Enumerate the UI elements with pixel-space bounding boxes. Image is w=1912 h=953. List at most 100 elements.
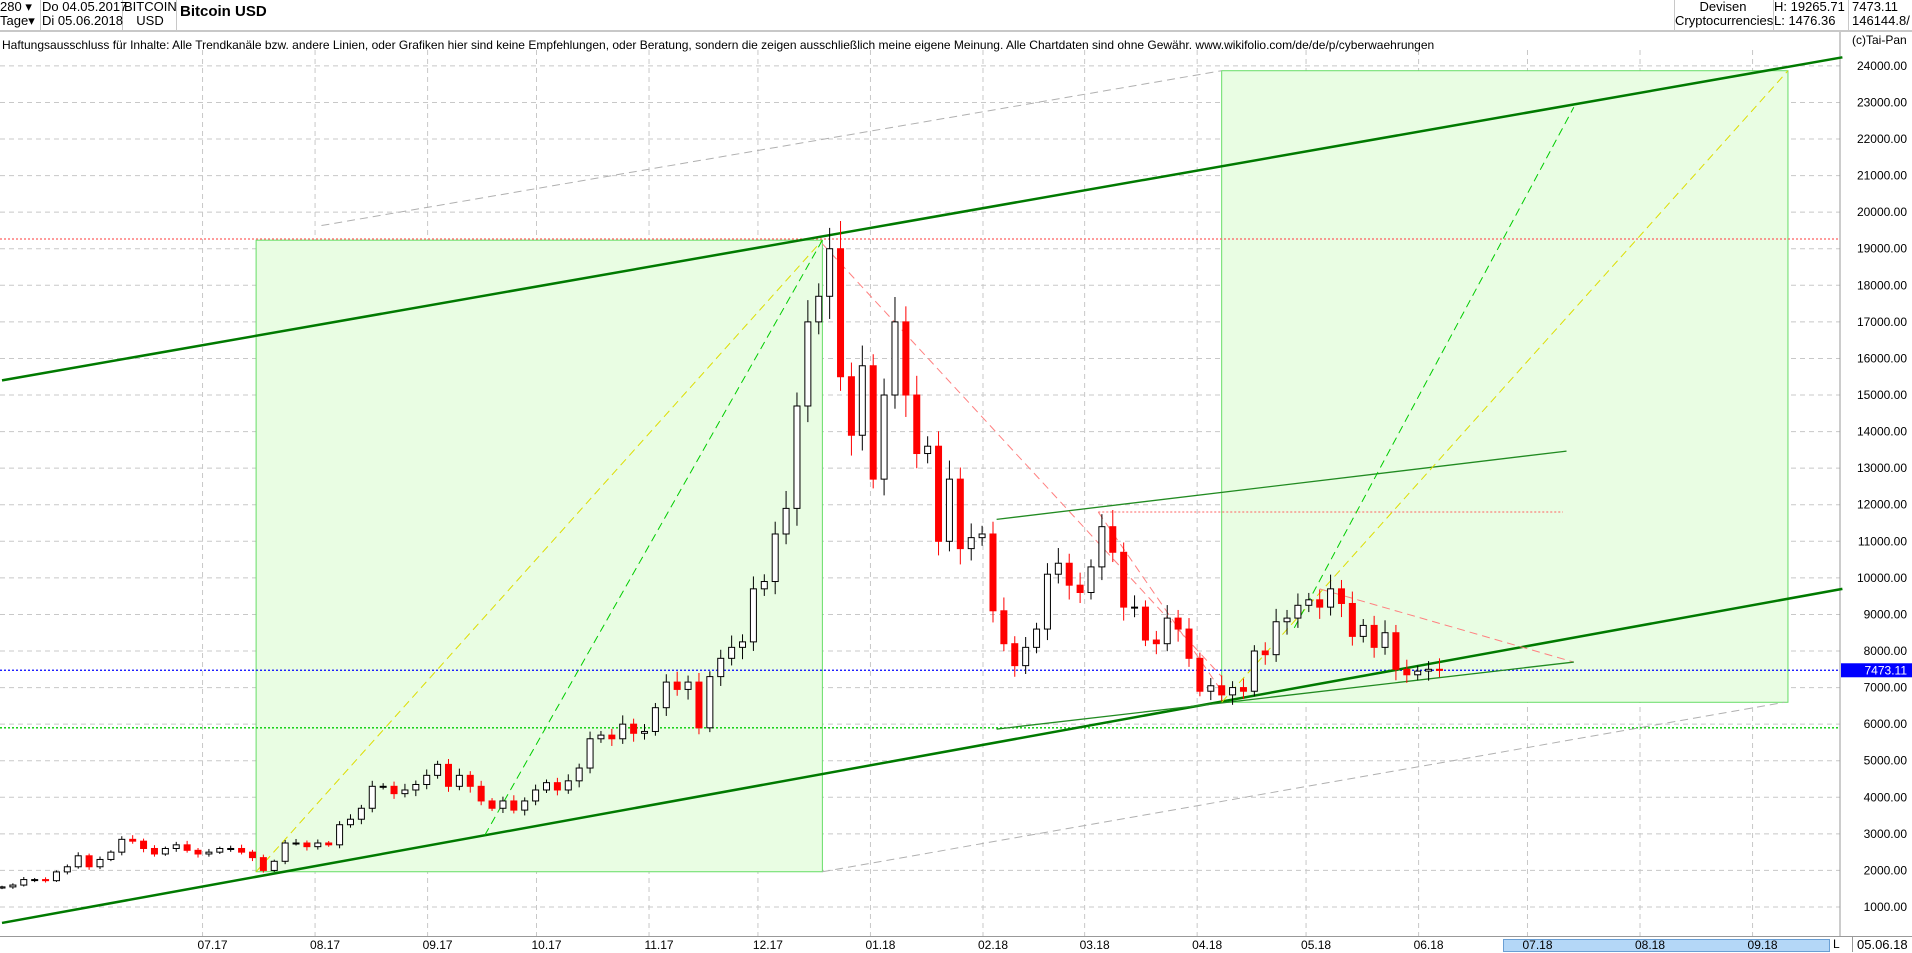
candle-body	[150, 847, 158, 855]
candle-body	[510, 800, 518, 811]
chevron-down-icon[interactable]: ▾	[25, 0, 32, 14]
annotation-line	[1319, 588, 1574, 663]
log-toggle[interactable]: L	[1833, 937, 1840, 951]
period-selector[interactable]: 280 ▾ Tage▾	[0, 0, 41, 30]
candle-body	[74, 855, 82, 868]
candle-body	[837, 248, 845, 378]
candle-body	[1207, 685, 1215, 692]
trend-line	[1, 587, 1843, 925]
candle-body	[1098, 526, 1106, 568]
candle-body	[118, 838, 126, 853]
chart-title: Bitcoin USD	[180, 3, 267, 20]
candle-body	[1218, 685, 1226, 696]
candle-body	[1337, 588, 1345, 604]
candle-body	[1065, 562, 1073, 586]
candle-body	[63, 866, 71, 873]
candle-body	[978, 533, 986, 539]
candle-body	[1425, 668, 1433, 672]
candle-body	[390, 785, 398, 795]
candle-body	[815, 295, 823, 323]
candle-body	[292, 842, 300, 845]
candle-body	[771, 533, 779, 583]
candle-body	[662, 681, 670, 709]
candle-body	[172, 844, 180, 849]
copyright: (c)Tai-Pan	[1852, 33, 1907, 47]
symbol-name: BITCOIN	[124, 0, 177, 14]
candle-body	[913, 394, 921, 455]
annotation-line	[1097, 511, 1223, 692]
candle-body	[684, 681, 692, 690]
category-line1: Devisen	[1699, 0, 1747, 14]
candle-body	[1305, 599, 1313, 606]
annotation-line	[822, 701, 1785, 873]
candle-body	[52, 871, 60, 882]
candle-body	[1000, 610, 1008, 645]
candle-body	[129, 838, 137, 842]
chevron-down-icon[interactable]: ▾	[28, 13, 35, 28]
future-range-bar[interactable]	[1503, 939, 1830, 952]
candle-body	[1316, 599, 1324, 608]
annotation-line	[255, 239, 823, 873]
candle-body	[412, 783, 420, 791]
candle-body	[847, 376, 855, 436]
candle-body	[1076, 584, 1084, 593]
candle-body	[216, 847, 224, 853]
candle-body	[1087, 566, 1095, 593]
candle-body	[477, 785, 485, 802]
y-tick-label: 12000.00	[1857, 498, 1907, 512]
candle-body	[1370, 624, 1378, 648]
period-count[interactable]: 280	[0, 0, 22, 14]
candle-body	[281, 842, 289, 862]
candle-body	[989, 533, 997, 612]
candle-body	[630, 723, 638, 734]
y-tick-label: 16000.00	[1857, 351, 1907, 365]
candle-body	[521, 800, 529, 811]
candle-body	[85, 855, 93, 868]
last-price-label: 7473.11	[1865, 663, 1908, 677]
date-to: Di 05.06.2018	[42, 13, 123, 28]
last-price-badge	[1841, 663, 1912, 678]
candle-body	[1141, 606, 1149, 641]
candle-body	[1022, 646, 1030, 667]
candle-body	[466, 774, 474, 787]
candle-body	[499, 800, 507, 809]
period-unit[interactable]: Tage	[0, 13, 29, 28]
candle-body	[717, 657, 725, 678]
candle-body	[956, 478, 964, 550]
candle-body	[1250, 650, 1258, 692]
candle-body	[706, 676, 714, 729]
trend-line	[996, 661, 1574, 730]
candle-body	[673, 681, 681, 690]
y-tick-label: 19000.00	[1857, 242, 1907, 256]
candle-body	[804, 321, 812, 407]
candle-body	[1043, 573, 1051, 630]
candle-body	[1327, 588, 1335, 608]
candle-body	[1054, 562, 1062, 575]
candle-body	[728, 646, 736, 659]
candle-body	[1414, 670, 1422, 676]
volume-value: 146144.8/	[1852, 13, 1910, 28]
candle-body	[227, 847, 235, 850]
candle-body	[1229, 687, 1237, 696]
candle-body	[1163, 617, 1171, 645]
symbol-currency: USD	[136, 13, 164, 28]
candle-body	[1033, 628, 1041, 648]
candle-body	[42, 879, 50, 882]
candle-body	[826, 248, 834, 297]
candle-body	[695, 681, 703, 729]
y-tick-label: 7000.00	[1864, 681, 1908, 695]
high-low: H: 19265.71 L: 1476.36	[1774, 0, 1849, 30]
candle-body	[880, 394, 888, 480]
candle-body	[924, 445, 932, 455]
candle-body	[1011, 643, 1019, 667]
y-tick-label: 22000.00	[1857, 132, 1907, 146]
y-tick-label: 8000.00	[1864, 644, 1908, 658]
trend-line	[996, 450, 1567, 521]
candle-body	[739, 641, 747, 648]
candle-body	[1381, 632, 1389, 648]
candle-body	[902, 321, 910, 396]
time-axis	[0, 936, 1912, 953]
annotation-line	[321, 70, 1222, 227]
candle-body	[967, 537, 975, 550]
